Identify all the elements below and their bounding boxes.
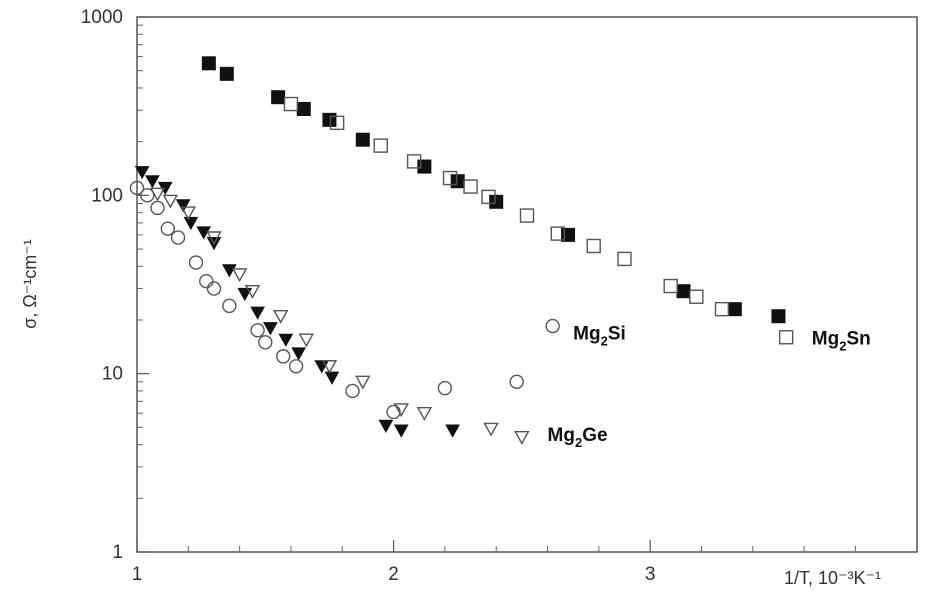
mg2sn-square-filled-point bbox=[201, 56, 216, 71]
mg2ge-triangle-down-open-point bbox=[393, 403, 409, 418]
mg2ge-triangle-down-filled-point bbox=[145, 175, 160, 189]
y-tick-label: 10 bbox=[102, 364, 123, 385]
mg2ge-triangle-down-open-point bbox=[206, 231, 222, 246]
mg2sn-square-open-point bbox=[663, 278, 678, 294]
mg2ge-triangle-down-open-point bbox=[321, 360, 338, 374]
mg2ge-triangle-down-filled-point bbox=[134, 166, 150, 180]
mg2sn-square-open-point bbox=[617, 251, 632, 267]
y-axis-label: σ, Ω⁻¹cm⁻¹ bbox=[20, 239, 40, 329]
mg2ge-triangle-down-filled-point bbox=[237, 287, 253, 302]
mg2ge-triangle-down-filled-point bbox=[445, 424, 460, 438]
y-tick-label: 1000 bbox=[81, 7, 123, 28]
mg2ge-triangle-down-open-point bbox=[298, 333, 315, 348]
mg2sn-square-filled-point bbox=[322, 112, 337, 127]
mg2si-circle-open-point bbox=[129, 180, 145, 196]
mg2si-circle-open-point bbox=[386, 404, 401, 420]
data-points bbox=[129, 56, 794, 445]
series-annotations: Mg2Si Mg2Sn Mg2Ge bbox=[548, 324, 871, 450]
mg2ge-triangle-down-open-point bbox=[355, 375, 371, 390]
mg2sn-square-filled-point bbox=[489, 194, 504, 209]
x-axis-label: 1/T, 10⁻³K⁻¹ bbox=[784, 568, 881, 588]
mg2si-circle-open-point bbox=[258, 335, 273, 350]
mg2ge-triangle-down-filled-point bbox=[278, 333, 294, 347]
mg2sn-square-open-point bbox=[329, 115, 345, 131]
mg2ge-triangle-down-open-point bbox=[483, 422, 499, 437]
mg2ge-triangle-down-filled-point bbox=[393, 424, 409, 438]
mg2ge-triangle-down-filled-point bbox=[263, 322, 278, 336]
x-tick-label: 2 bbox=[388, 564, 399, 585]
mg2ge-triangle-down-open-point bbox=[416, 407, 433, 421]
mg2si-circle-open-point bbox=[276, 349, 291, 364]
mg2ge-triangle-down-filled-point bbox=[291, 347, 306, 361]
mg2sn-square-open-point bbox=[283, 96, 299, 112]
mg2sn-square-filled-point bbox=[676, 284, 691, 299]
series-label: Mg2Sn bbox=[812, 328, 871, 353]
mg2sn-square-filled-point bbox=[296, 101, 311, 116]
mg2sn-square-filled-point bbox=[450, 174, 465, 189]
mg2sn-square-filled-point bbox=[355, 132, 370, 147]
mg2si-circle-open-point bbox=[140, 188, 155, 203]
mg2si-circle-open-point bbox=[288, 359, 304, 374]
mg2ge-triangle-down-filled-point bbox=[378, 419, 394, 434]
mg2sn-square-open-point bbox=[481, 189, 496, 205]
mg2si-circle-open-point bbox=[509, 374, 524, 390]
mg2ge-triangle-down-open-point bbox=[180, 206, 197, 221]
mg2sn-square-open-point bbox=[689, 289, 704, 304]
mg2si-circle-open-point bbox=[437, 380, 453, 396]
mg2sn-square-open-point bbox=[463, 179, 478, 194]
mg2sn-square-open-point bbox=[714, 301, 730, 317]
mg2sn-square-filled-point bbox=[771, 309, 786, 324]
y-tick-label: 100 bbox=[91, 185, 123, 206]
mg2sn-square-open-point bbox=[778, 330, 794, 345]
mg2si-circle-open-point bbox=[206, 281, 222, 296]
mg2si-circle-open-point bbox=[345, 383, 360, 399]
mg2ge-triangle-down-open-point bbox=[231, 268, 248, 283]
mg2si-circle-open-point bbox=[199, 273, 214, 289]
mg2ge-triangle-down-open-point bbox=[244, 284, 261, 299]
mg2sn-square-open-point bbox=[442, 170, 458, 186]
mg2ge-triangle-down-filled-point bbox=[250, 306, 265, 320]
mg2si-circle-open-point bbox=[250, 323, 265, 338]
mg2ge-triangle-down-filled-point bbox=[222, 264, 237, 278]
x-tick-label: 3 bbox=[645, 564, 656, 585]
mg2ge-triangle-down-filled-point bbox=[175, 199, 191, 213]
series-label: Mg2Ge bbox=[548, 425, 608, 450]
tick-labels: 1 10 100 1000 1 2 3 bbox=[81, 7, 656, 585]
mg2ge-triangle-down-open-point bbox=[162, 194, 179, 209]
plot-frame bbox=[136, 16, 918, 553]
mg2sn-square-open-point bbox=[373, 138, 388, 153]
mg2si-circle-open-point bbox=[150, 200, 165, 216]
axis-ticks bbox=[136, 16, 856, 553]
mg2sn-square-filled-point bbox=[727, 302, 742, 317]
mg2sn-square-filled-point bbox=[219, 66, 234, 81]
mg2si-circle-open-point bbox=[170, 230, 186, 245]
mg2si-circle-open-point bbox=[222, 298, 237, 314]
mg2si-circle-open-point bbox=[188, 255, 204, 270]
mg2ge-triangle-down-filled-point bbox=[324, 371, 340, 385]
mg2sn-square-filled-point bbox=[417, 159, 432, 174]
x-tick-label: 1 bbox=[132, 564, 143, 585]
mg2ge-triangle-down-filled-point bbox=[183, 216, 199, 231]
mg2ge-triangle-down-open-point bbox=[514, 431, 530, 445]
mg2sn-square-filled-point bbox=[271, 90, 286, 105]
y-tick-label: 1 bbox=[112, 542, 123, 563]
mg2sn-square-open-point bbox=[550, 226, 565, 241]
mg2ge-triangle-down-open-point bbox=[272, 309, 289, 324]
mg2si-circle-open-point bbox=[160, 221, 175, 236]
mg2sn-square-open-point bbox=[406, 154, 422, 169]
mg2ge-triangle-down-filled-point bbox=[196, 226, 212, 240]
series-label: Mg2Si bbox=[573, 324, 626, 349]
mg2si-circle-open-point bbox=[545, 318, 560, 334]
mg2sn-square-open-point bbox=[586, 238, 601, 254]
mg2sn-square-open-point bbox=[519, 208, 535, 223]
